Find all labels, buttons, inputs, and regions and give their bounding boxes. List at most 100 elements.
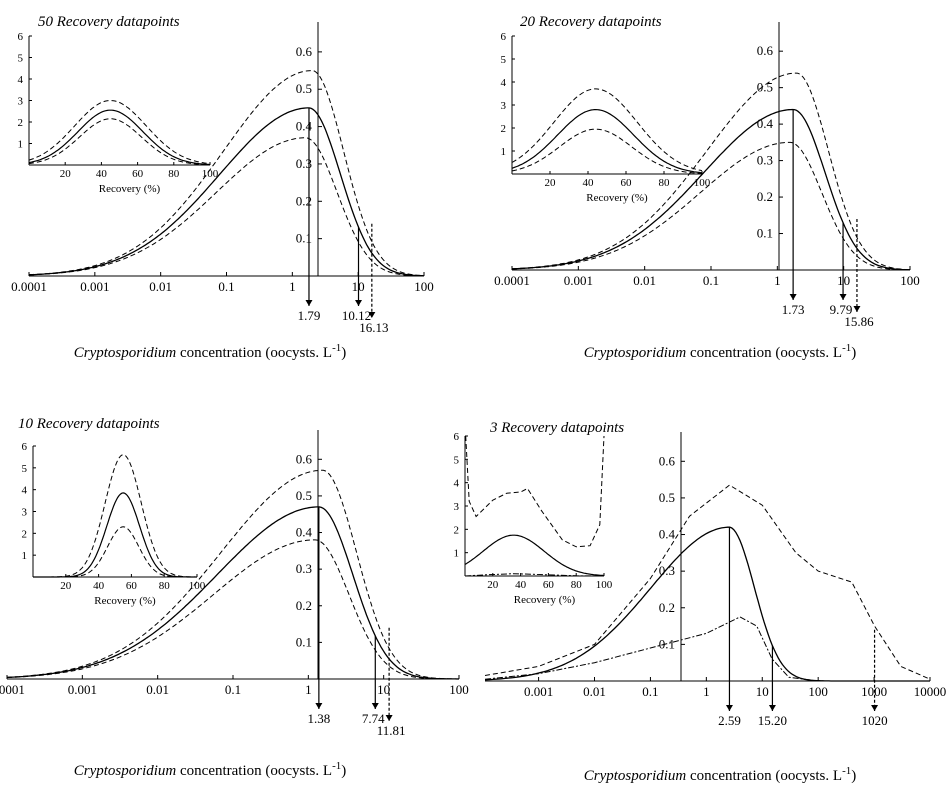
y-tick-label: 0.5 bbox=[296, 488, 312, 503]
y-tick-label: 0.4 bbox=[659, 527, 676, 542]
inset-y-tick-label: 4 bbox=[18, 74, 24, 86]
y-tick-label: 0.6 bbox=[659, 453, 676, 468]
annotation-label: 15.86 bbox=[844, 314, 874, 329]
annotation-label: 1.38 bbox=[307, 711, 330, 726]
annotation-label: 15.20 bbox=[758, 713, 787, 728]
inset-x-tick-label: 20 bbox=[60, 168, 72, 180]
inset-x-axis-label: Recovery (%) bbox=[94, 595, 156, 607]
annotation-label: 16.13 bbox=[359, 320, 388, 335]
inset-y-tick-label: 4 bbox=[22, 485, 28, 497]
annotation-arrowhead bbox=[839, 294, 847, 300]
y-tick-label: 0.1 bbox=[296, 231, 312, 246]
annotation-label: 10.12 bbox=[342, 308, 371, 323]
x-tick-label: 10 bbox=[837, 273, 850, 288]
inset-series-lower bbox=[511, 128, 703, 174]
inset-series-median bbox=[33, 492, 197, 578]
inset-series-lower bbox=[33, 526, 197, 578]
inset-x-tick-label: 60 bbox=[126, 580, 138, 592]
x-axis-label-italic: Cryptosporidium bbox=[74, 763, 177, 779]
panel-1: 50 Recovery datapoints 0.0001 0.001 0.01 0.1… bbox=[11, 14, 434, 361]
y-tick-label: 0.2 bbox=[659, 600, 675, 615]
inset-y-tick-label: 1 bbox=[18, 139, 24, 151]
annotation-label: 9.79 bbox=[830, 302, 853, 317]
x-axis-label: Cryptosporidium concentration (oocysts. … bbox=[584, 342, 856, 361]
x-tick-label: 1 bbox=[289, 279, 296, 294]
series-upper bbox=[512, 72, 911, 271]
x-tick-label: 100 bbox=[900, 273, 920, 288]
inset-y-tick-label: 2 bbox=[18, 117, 24, 129]
x-tick-label: 1 bbox=[774, 273, 781, 288]
y-tick-label: 0.5 bbox=[757, 80, 773, 95]
inset-y-tick-label: 1 bbox=[454, 548, 460, 560]
x-axis-label-close: ) bbox=[341, 763, 346, 779]
inset-y-tick-label: 6 bbox=[18, 31, 24, 43]
x-axis-label-sup: -1 bbox=[332, 760, 341, 772]
x-tick-label: 0.0001 bbox=[0, 682, 25, 697]
inset-x-tick-label: 60 bbox=[543, 579, 555, 591]
inset-series-upper bbox=[28, 99, 211, 165]
x-axis-label: Cryptosporidium concentration (oocysts. … bbox=[74, 342, 346, 361]
annotation-arrowhead bbox=[371, 703, 379, 709]
x-axis-label-close: ) bbox=[341, 345, 346, 361]
x-axis-label-close: ) bbox=[851, 345, 856, 361]
x-tick-label: 10 bbox=[756, 684, 769, 699]
x-tick-label: 0.001 bbox=[564, 273, 593, 288]
inset-chart: 20 40 60 80 100 1 2 3 4 5 6 Recovery (%) bbox=[18, 31, 219, 195]
x-tick-label: 1 bbox=[305, 682, 312, 697]
inset-x-tick-label: 40 bbox=[93, 580, 105, 592]
series-upper bbox=[6, 469, 459, 680]
inset-y-tick-label: 5 bbox=[22, 463, 28, 475]
inset-series-upper bbox=[33, 454, 197, 578]
inset-y-tick-label: 1 bbox=[501, 146, 507, 158]
x-axis-label-text: concentration (oocysts. L bbox=[686, 768, 842, 784]
series-median bbox=[28, 107, 425, 277]
series-median bbox=[6, 506, 459, 680]
annotation-arrowhead bbox=[725, 705, 733, 711]
series-lower bbox=[511, 141, 910, 271]
panel-title: 50 Recovery datapoints bbox=[38, 14, 180, 30]
y-tick-label: 0.3 bbox=[296, 156, 312, 171]
inset-x-tick-label: 20 bbox=[60, 580, 72, 592]
x-tick-label: 10000 bbox=[914, 684, 947, 699]
x-tick-label: 100 bbox=[414, 279, 434, 294]
y-tick-label: 0.3 bbox=[296, 561, 312, 576]
x-tick-label: 0.01 bbox=[146, 682, 169, 697]
series-lower bbox=[28, 137, 425, 277]
annotation-label: 1.79 bbox=[298, 308, 321, 323]
panel-2: 20 Recovery datapoints 0.0001 0.001 0.01 0.1… bbox=[494, 14, 920, 361]
inset-y-tick-label: 6 bbox=[22, 441, 28, 453]
x-axis-label-close: ) bbox=[851, 768, 856, 784]
annotation-label: 1020 bbox=[862, 713, 888, 728]
annotation-arrowhead bbox=[385, 715, 393, 721]
inset-y-tick-label: 1 bbox=[22, 550, 28, 562]
x-tick-label: 10 bbox=[377, 682, 390, 697]
y-tick-label: 0.1 bbox=[757, 226, 773, 241]
inset-x-tick-label: 20 bbox=[487, 579, 499, 591]
inset-series-upper bbox=[465, 435, 605, 548]
annotation-arrowhead bbox=[768, 705, 776, 711]
inset-x-tick-label: 80 bbox=[659, 177, 671, 189]
y-tick-label: 0.5 bbox=[659, 490, 675, 505]
y-tick-label: 0.3 bbox=[757, 153, 773, 168]
inset-x-tick-label: 60 bbox=[132, 168, 144, 180]
inset-y-tick-label: 6 bbox=[501, 31, 507, 43]
series-upper bbox=[28, 70, 425, 277]
x-axis-label-sup: -1 bbox=[332, 342, 341, 354]
inset-x-tick-label: 100 bbox=[694, 177, 711, 189]
inset-y-tick-label: 3 bbox=[454, 501, 460, 513]
x-tick-label: 0.001 bbox=[80, 279, 109, 294]
inset-y-tick-label: 6 bbox=[454, 431, 460, 443]
x-axis-label: Cryptosporidium concentration (oocysts. … bbox=[74, 760, 346, 779]
y-tick-label: 0.2 bbox=[296, 193, 312, 208]
x-axis-label-italic: Cryptosporidium bbox=[584, 345, 687, 361]
y-tick-label: 0.4 bbox=[757, 116, 774, 131]
annotation-arrowhead bbox=[368, 312, 376, 318]
y-tick-label: 0.4 bbox=[296, 119, 313, 134]
x-axis-label-text: concentration (oocysts. L bbox=[686, 345, 842, 361]
inset-chart: 20 40 60 80 100 1 2 3 4 5 6 Recovery (%) bbox=[501, 31, 711, 204]
inset-y-tick-label: 5 bbox=[501, 54, 507, 66]
y-tick-label: 0.1 bbox=[296, 634, 312, 649]
annotation-arrowhead bbox=[315, 703, 323, 709]
panel-title: 3 Recovery datapoints bbox=[489, 420, 624, 436]
